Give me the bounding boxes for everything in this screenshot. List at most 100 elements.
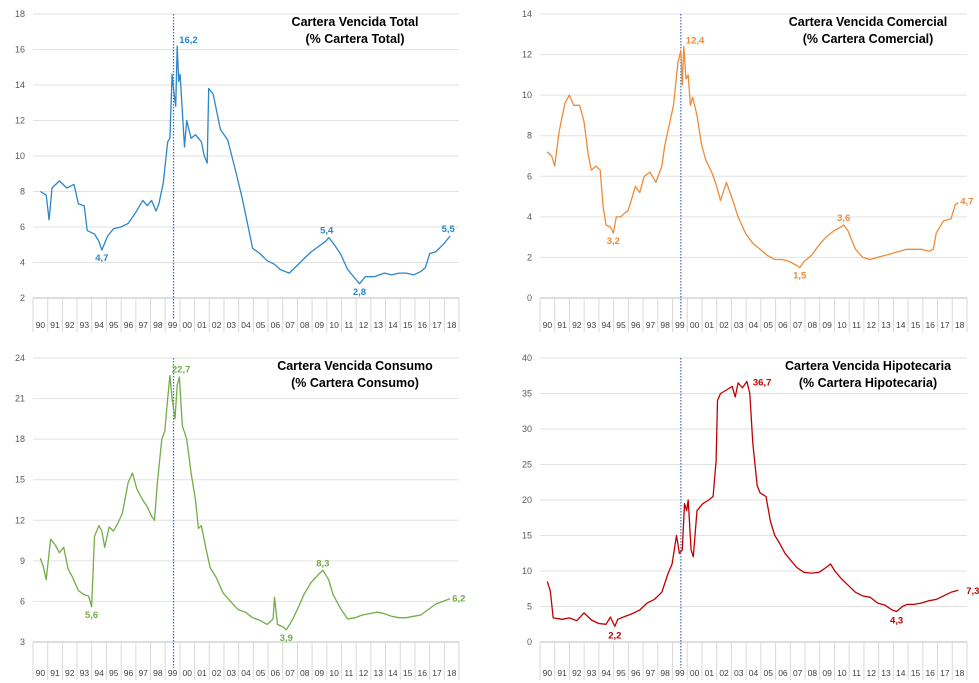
x-tick-label: 95 [109,320,119,330]
x-tick-label: 13 [881,668,891,678]
x-tick-label: 15 [403,320,413,330]
data-label: 36,7 [753,377,772,388]
x-tick-label: 12 [867,320,877,330]
x-tick-label: 12 [359,668,369,678]
x-tick-label: 18 [955,320,965,330]
x-tick-label: 15 [911,668,921,678]
x-tick-label: 90 [36,320,46,330]
x-tick-label: 14 [896,320,906,330]
x-tick-label: 13 [881,320,891,330]
x-tick-label: 98 [153,668,163,678]
y-tick-label: 4 [20,258,25,268]
x-tick-label: 90 [36,668,46,678]
y-tick-label: 6 [527,171,532,181]
x-tick-label: 08 [808,668,818,678]
chart-subtitle: (% Cartera Hipotecaria) [799,376,937,390]
data-label: 5,5 [442,224,456,235]
x-tick-label: 99 [168,668,178,678]
x-tick-label: 02 [719,668,729,678]
x-tick-label: 92 [65,320,75,330]
x-tick-label: 14 [388,320,398,330]
x-tick-label: 01 [705,320,715,330]
x-tick-label: 97 [138,668,148,678]
x-tick-label: 05 [256,320,266,330]
y-tick-label: 21 [15,394,25,404]
x-tick-label: 93 [587,668,597,678]
x-tick-label: 17 [940,668,950,678]
y-tick-label: 2 [527,252,532,262]
x-tick-label: 05 [763,668,773,678]
x-tick-label: 96 [124,320,134,330]
y-tick-label: 20 [522,495,532,505]
x-tick-label: 96 [631,320,641,330]
x-tick-label: 14 [388,668,398,678]
x-tick-label: 03 [734,668,744,678]
x-tick-label: 06 [778,320,788,330]
chart-title: Cartera Vencida Total [292,15,419,29]
y-tick-label: 4 [527,212,532,222]
x-tick-label: 94 [94,668,104,678]
x-tick-label: 96 [631,668,641,678]
y-tick-label: 35 [522,389,532,399]
x-tick-label: 91 [557,320,567,330]
x-tick-label: 09 [822,668,832,678]
x-tick-label: 99 [675,320,685,330]
x-tick-label: 00 [183,320,193,330]
x-tick-label: 04 [241,668,251,678]
x-tick-label: 91 [50,668,60,678]
data-label: 3,2 [607,236,620,247]
x-tick-label: 97 [646,320,656,330]
y-tick-label: 12 [15,515,25,525]
x-tick-label: 13 [373,668,383,678]
x-tick-label: 18 [447,668,457,678]
x-tick-label: 08 [808,320,818,330]
chart-title: Cartera Vencida Comercial [789,15,947,29]
x-tick-label: 15 [403,668,413,678]
y-tick-label: 10 [522,566,532,576]
data-label: 7,3 [966,586,979,597]
x-tick-label: 09 [315,320,325,330]
x-tick-label: 15 [911,320,921,330]
x-tick-label: 01 [197,320,207,330]
data-label: 4,3 [890,615,903,626]
y-tick-label: 30 [522,424,532,434]
y-tick-label: 10 [522,90,532,100]
x-tick-label: 04 [749,320,759,330]
x-tick-label: 98 [660,320,670,330]
x-tick-label: 02 [212,320,222,330]
x-tick-label: 16 [418,320,428,330]
x-tick-label: 10 [329,320,339,330]
y-tick-label: 6 [20,596,25,606]
x-tick-label: 08 [300,320,310,330]
x-tick-label: 90 [543,320,553,330]
x-tick-label: 09 [315,668,325,678]
x-tick-label: 02 [719,320,729,330]
data-label: 1,5 [793,271,807,282]
x-tick-label: 12 [359,320,369,330]
x-tick-label: 97 [138,320,148,330]
x-tick-label: 04 [241,320,251,330]
x-tick-label: 91 [50,320,60,330]
x-tick-label: 05 [256,668,266,678]
data-label: 4,7 [960,197,973,208]
x-tick-label: 97 [646,668,656,678]
y-tick-label: 5 [527,602,532,612]
chart-title: Cartera Vencida Consumo [277,359,433,373]
y-tick-label: 3 [20,637,25,647]
x-tick-label: 00 [690,320,700,330]
y-tick-label: 10 [15,151,25,161]
chart-title: Cartera Vencida Hipotecaria [785,359,952,373]
y-tick-label: 0 [527,637,532,647]
x-tick-label: 01 [705,668,715,678]
x-tick-label: 11 [344,668,353,678]
x-tick-label: 94 [602,320,612,330]
y-tick-label: 9 [20,556,25,566]
x-tick-label: 99 [675,668,685,678]
data-label: 5,4 [320,226,334,237]
y-tick-label: 15 [15,475,25,485]
x-tick-label: 94 [602,668,612,678]
y-tick-label: 25 [522,460,532,470]
y-tick-label: 8 [527,131,532,141]
x-tick-label: 07 [793,320,803,330]
x-tick-label: 02 [212,668,222,678]
